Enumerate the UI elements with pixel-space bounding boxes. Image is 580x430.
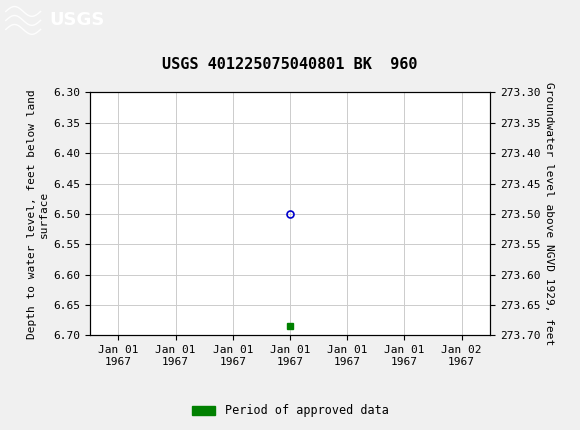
Text: USGS 401225075040801 BK  960: USGS 401225075040801 BK 960 <box>162 57 418 72</box>
Legend: Period of approved data: Period of approved data <box>187 399 393 422</box>
Y-axis label: Depth to water level, feet below land
surface: Depth to water level, feet below land su… <box>27 89 49 339</box>
Y-axis label: Groundwater level above NGVD 1929, feet: Groundwater level above NGVD 1929, feet <box>545 82 554 346</box>
Text: USGS: USGS <box>49 12 104 29</box>
